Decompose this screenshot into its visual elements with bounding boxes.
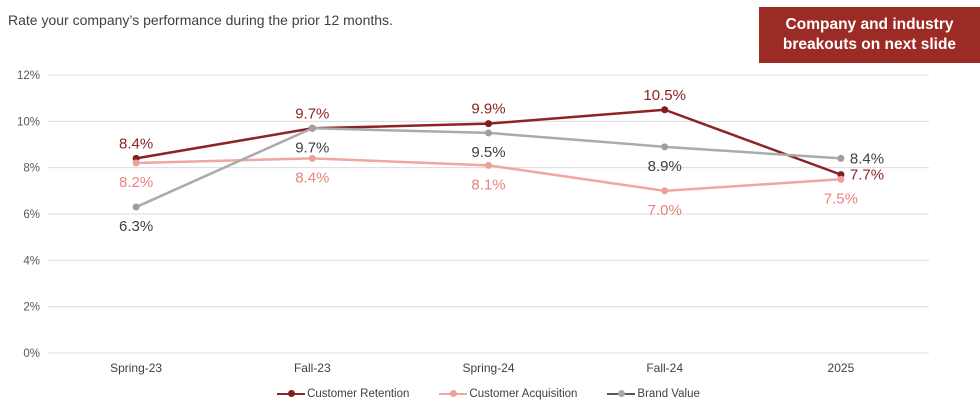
x-axis-category-label: 2025 <box>828 361 855 375</box>
data-label-brand-value: 9.5% <box>471 144 505 161</box>
badge-line-1: Company and industry <box>785 16 954 33</box>
data-label-brand-value: 8.9% <box>648 158 682 175</box>
data-point-brand-value <box>661 143 669 151</box>
legend-label: Brand Value <box>637 388 700 400</box>
series-customer-retention: 8.4% 9.7% 9.9% 10.5% 7.7% <box>119 87 884 184</box>
data-label-customer-acquisition: 8.2% <box>119 174 153 191</box>
y-axis-tick-label: 6% <box>23 209 40 221</box>
y-axis-tick-label: 0% <box>23 348 40 360</box>
data-point-brand-value <box>308 124 316 132</box>
data-label-customer-retention: 8.4% <box>119 135 153 152</box>
customer-acquisition-line-marker-icon <box>439 390 468 399</box>
y-axis-tick-label: 4% <box>23 255 40 267</box>
series-customer-acquisition: 8.2% 8.4% 8.1% 7.0% 7.5% <box>119 154 858 219</box>
legend-item-customer-retention: Customer Retention <box>277 388 409 400</box>
badge-line-2: breakouts on next slide <box>782 36 957 53</box>
data-point-customer-acquisition <box>132 159 140 167</box>
x-axis-category-label: Fall-24 <box>646 361 683 375</box>
data-point-customer-acquisition <box>661 187 669 195</box>
data-label-customer-retention: 10.5% <box>643 87 686 104</box>
data-label-customer-retention: 7.7% <box>850 167 884 184</box>
legend-label: Customer Acquisition <box>469 388 578 400</box>
data-point-customer-acquisition <box>837 175 845 183</box>
data-point-brand-value <box>837 154 845 162</box>
y-axis-tick-label: 2% <box>23 302 40 314</box>
legend-label: Customer Retention <box>307 388 410 400</box>
data-label-customer-acquisition: 8.1% <box>471 176 505 193</box>
data-label-brand-value: 8.4% <box>850 150 884 167</box>
brand-value-line-marker-icon <box>607 390 636 399</box>
chart-legend: Customer Retention Customer Acquisition … <box>48 384 929 404</box>
y-axis-tick-label: 8% <box>23 163 40 175</box>
y-axis-tick-label: 10% <box>17 116 40 128</box>
data-label-customer-acquisition: 7.5% <box>824 190 858 207</box>
x-axis-category-label: Fall-23 <box>294 361 331 375</box>
page-title: Rate your company’s performance during t… <box>8 12 393 28</box>
data-point-customer-retention <box>661 106 669 114</box>
data-label-customer-retention: 9.9% <box>471 101 505 118</box>
y-axis-tick-label: 12% <box>17 70 40 82</box>
data-label-brand-value: 6.3% <box>119 218 153 235</box>
data-point-customer-acquisition <box>308 154 316 162</box>
data-point-customer-acquisition <box>485 161 492 169</box>
data-point-brand-value <box>132 203 140 211</box>
data-label-brand-value: 9.7% <box>295 139 329 156</box>
next-slide-badge: Company and industry breakouts on next s… <box>759 7 980 63</box>
x-axis-category-label: Spring-23 <box>110 361 162 375</box>
legend-item-customer-acquisition: Customer Acquisition <box>439 388 577 400</box>
series-brand-value: 6.3% 9.7% 9.5% 8.9% 8.4% <box>119 124 884 235</box>
data-label-customer-acquisition: 7.0% <box>648 202 682 219</box>
legend-item-brand-value: Brand Value <box>607 388 700 400</box>
x-axis-category-label: Spring-24 <box>462 361 514 375</box>
data-label-customer-retention: 9.7% <box>295 105 329 122</box>
data-label-customer-acquisition: 8.4% <box>295 169 329 186</box>
customer-retention-line-marker-icon <box>277 390 306 399</box>
data-point-customer-retention <box>485 120 492 128</box>
data-point-brand-value <box>485 129 492 137</box>
